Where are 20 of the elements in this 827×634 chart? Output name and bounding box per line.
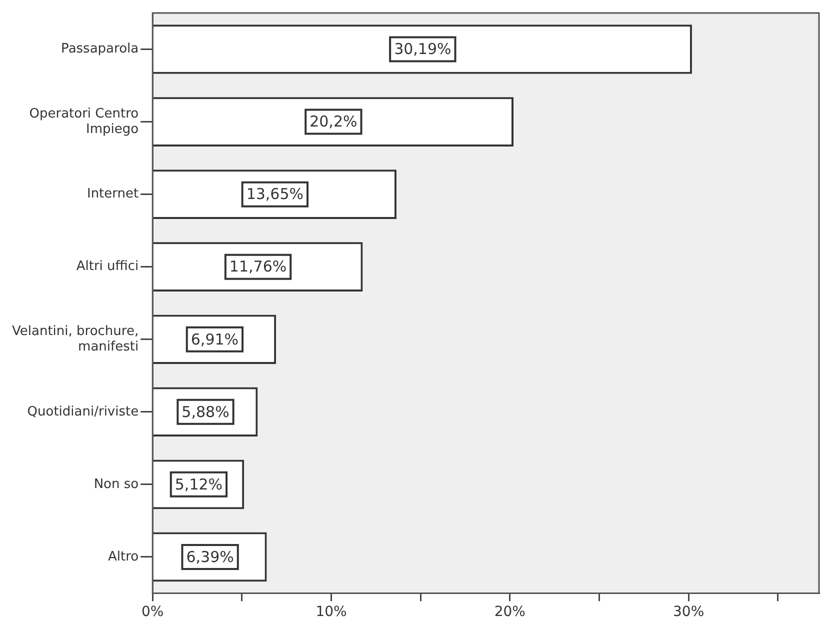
data-label: 6,39%: [186, 548, 234, 566]
y-tick-label: Internet: [86, 186, 139, 202]
y-tick-label: Velantini, brochure, manifesti: [12, 324, 139, 355]
data-label: 13,65%: [246, 185, 304, 204]
y-tick-label: Altro: [108, 549, 139, 564]
y-tick-label: Non so: [94, 476, 139, 492]
y-tick-label: Passaparola: [61, 42, 139, 57]
x-tick-label: 30%: [673, 604, 704, 620]
data-label: 5,88%: [182, 402, 230, 421]
data-label: 20,2%: [310, 112, 358, 131]
data-label: 11,76%: [229, 258, 287, 276]
data-label: 5,12%: [174, 475, 223, 494]
y-tick-label: Operatori Centro Impiego: [29, 106, 139, 137]
data-label: 6,91%: [190, 330, 239, 348]
x-tick-label: 0%: [141, 604, 164, 620]
x-tick-label: 20%: [494, 604, 526, 620]
y-tick-label: Quotidiani/riviste: [27, 404, 139, 420]
x-tick-label: 10%: [316, 604, 347, 620]
y-tick-label: Altri uffici: [76, 259, 139, 274]
data-label: 30,19%: [394, 40, 452, 58]
